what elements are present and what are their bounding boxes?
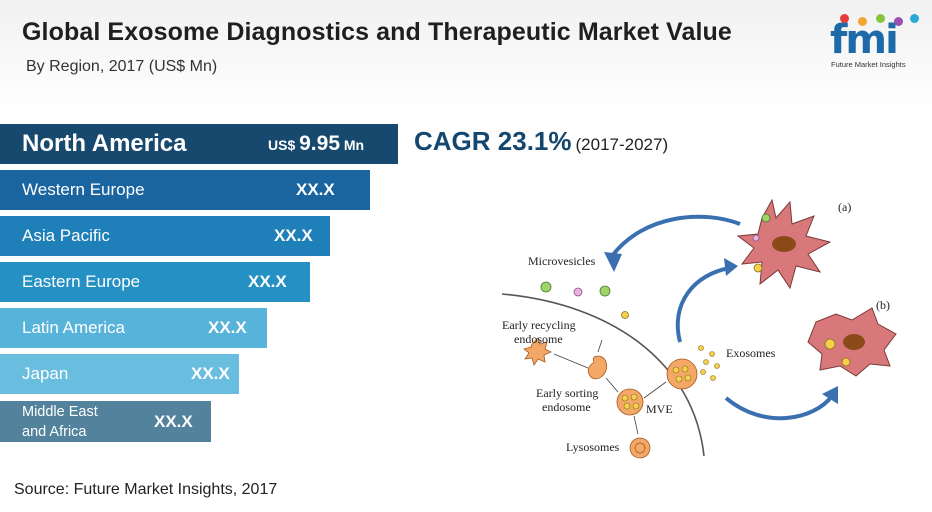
exosome <box>709 351 715 357</box>
arrow-exosomes-to-cell-a <box>675 266 731 343</box>
microvesicle-pink <box>573 287 583 297</box>
label-microvesicles: Microvesicles <box>528 254 596 268</box>
mve-membrane-vesicle <box>675 375 683 383</box>
exosome <box>710 375 716 381</box>
arrow-to-membrane <box>643 381 667 399</box>
arrow-to-lysosome <box>633 415 639 435</box>
bar-category-label: Latin America <box>22 318 125 337</box>
bar-value-label: XX.X <box>296 180 335 199</box>
bar-category-label: Japan <box>22 364 69 383</box>
bar-north-america: North America US$ 9.95 Mn <box>0 124 398 164</box>
label-endosome-2: endosome <box>542 400 591 414</box>
mve-membrane-vesicle <box>672 366 680 374</box>
bar-western-europe: Western Europe XX.X <box>0 170 370 210</box>
chart-subtitle: By Region, 2017 (US$ Mn) <box>26 58 218 75</box>
arrow-to-mve <box>605 377 619 393</box>
source-note: Source: Future Market Insights, 2017 <box>14 481 278 498</box>
arrow-head <box>724 258 738 276</box>
bar-category-label: Eastern Europe <box>22 272 141 291</box>
bar-middle-east-and-africa: Middle East and Africa XX.X <box>0 401 211 442</box>
cagr-value: CAGR 23.1% <box>414 126 572 156</box>
mve-vesicle <box>621 394 629 402</box>
cell-a-nucleus <box>772 236 796 252</box>
mve-membrane <box>666 358 698 390</box>
bar-value-label: XX.X <box>274 226 313 245</box>
lysosome <box>629 437 651 459</box>
bar-eastern-europe: Eastern Europe XX.X <box>0 262 310 302</box>
bar-value-label: XX.X <box>208 318 247 337</box>
bar-value-label: US$ 9.95 Mn <box>268 132 364 156</box>
logo-dot-green <box>876 14 885 23</box>
chart-title: Global Exosome Diagnostics and Therapeut… <box>22 18 732 46</box>
label-exosomes: Exosomes <box>726 346 776 360</box>
label-panel-a: (a) <box>838 200 852 214</box>
cell-b-vesicle <box>841 357 851 367</box>
cell-membrane <box>501 293 705 457</box>
bar-japan: Japan XX.X <box>0 354 239 394</box>
exosome <box>698 345 704 351</box>
label-early-recycling: Early recycling <box>502 318 576 332</box>
label-lysosomes: Lysosomes <box>566 440 620 454</box>
label-mve: MVE <box>646 402 673 416</box>
bar-value-label: XX.X <box>248 272 287 291</box>
mve-membrane-vesicle <box>681 365 689 373</box>
fmi-logo: fmi Future Market Insights <box>828 14 924 74</box>
exosome <box>700 369 706 375</box>
bar-category-label: North America <box>22 130 187 157</box>
bar-category-label: Asia Pacific <box>22 226 110 245</box>
value-unit-suffix: Mn <box>340 137 365 153</box>
mve-vesicle <box>630 393 638 401</box>
bar-latin-america: Latin America XX.X <box>0 308 267 348</box>
arrow-microvesicles-to-cell-a <box>610 214 741 258</box>
microvesicle-green-2 <box>599 285 611 297</box>
exosome-diagram-art <box>494 194 904 460</box>
early-recycling-endosome <box>523 337 552 366</box>
mve-vesicle <box>623 402 631 410</box>
bar-category-label: Western Europe <box>22 180 145 199</box>
logo-dot-red <box>840 14 849 23</box>
bar-asia-pacific: Asia Pacific XX.X <box>0 216 330 256</box>
arrow-to-recycling <box>553 353 589 369</box>
cell-a-vesicle <box>752 234 760 242</box>
bar-value-label: XX.X <box>191 364 230 383</box>
label-panel-b: (b) <box>876 298 890 312</box>
arrow-exosomes-to-cell-b <box>724 394 834 421</box>
arrow-head <box>822 386 838 404</box>
cagr-period: (2017-2027) <box>575 135 669 154</box>
bar-value-label: XX.X <box>154 411 193 431</box>
mve-body <box>616 388 644 416</box>
value-unit-prefix: US$ <box>268 137 300 153</box>
cell-a-vesicle <box>753 263 763 273</box>
exosome <box>703 359 709 365</box>
cell-b-vesicle <box>824 338 836 350</box>
microvesicle-green <box>540 281 552 293</box>
cell-b-nucleus <box>843 334 865 350</box>
lysosome-inner <box>634 442 646 454</box>
label-early-sorting: Early sorting <box>536 386 599 400</box>
logo-wordmark: fmi <box>830 17 899 63</box>
bar-category-label: Middle East and Africa <box>22 403 98 440</box>
label-endosome-1: endosome <box>514 332 563 346</box>
value-number: 9.95 <box>299 132 340 155</box>
mve-vesicle <box>632 402 640 410</box>
cagr-label: CAGR 23.1% (2017-2027) <box>414 126 668 157</box>
exosome-diagram: Microvesicles Early recycling endosome E… <box>494 194 904 460</box>
exosome <box>714 363 720 369</box>
cell-a-vesicle <box>761 213 771 223</box>
logo-tagline: Future Market Insights <box>831 60 906 69</box>
mve-membrane-vesicle <box>684 374 692 382</box>
early-sorting-endosome <box>587 355 608 380</box>
arrow-head <box>604 252 622 272</box>
microvesicle-yellow <box>621 311 629 319</box>
arrow-to-sorting <box>597 339 603 353</box>
logo-dot-purple <box>894 17 903 26</box>
logo-dot-orange <box>858 17 867 26</box>
logo-dot-cyan <box>910 14 919 23</box>
